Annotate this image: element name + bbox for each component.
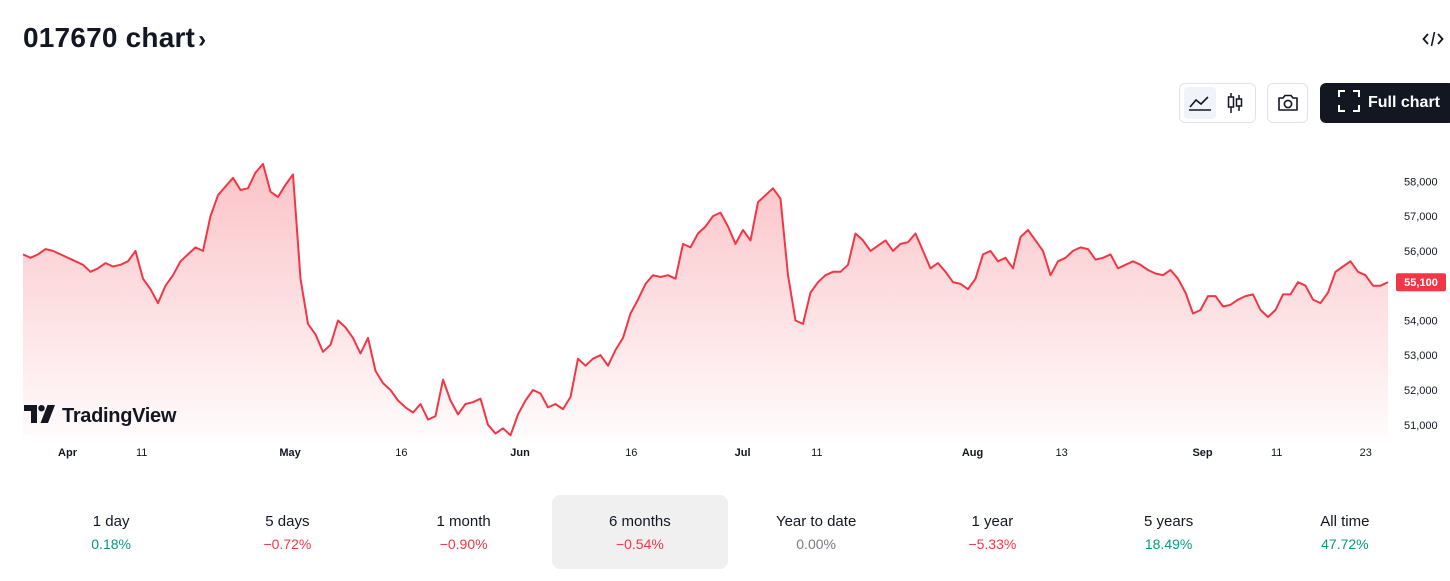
x-tick-label: Apr: [58, 447, 78, 459]
candlestick-icon[interactable]: [1220, 87, 1252, 119]
tradingview-logo-icon: [24, 405, 56, 428]
y-tick-label: 53,000: [1404, 350, 1438, 362]
period-change: 47.72%: [1321, 535, 1369, 552]
symbol-title: 017670 chart: [23, 22, 196, 53]
period-change: 18.49%: [1144, 535, 1193, 552]
period-change: −0.72%: [263, 535, 312, 552]
x-tick-label: Jun: [510, 447, 530, 459]
period-all-time[interactable]: All time 47.72%: [1257, 495, 1433, 569]
period-label: 1 year: [971, 512, 1014, 530]
chart-type-toggle: [1179, 83, 1256, 123]
x-tick-label: Aug: [962, 447, 983, 459]
period-label: Year to date: [775, 512, 857, 530]
period-change: 0.00%: [796, 535, 836, 552]
period-5-years[interactable]: 5 years 18.49%: [1081, 495, 1257, 569]
x-tick-label: 11: [1271, 447, 1282, 459]
tradingview-logo-text: TradingView: [62, 405, 177, 427]
y-tick-label: 58,000: [1404, 176, 1438, 188]
fullscreen-icon: [1338, 89, 1360, 117]
period-label: 1 day: [92, 512, 130, 530]
tradingview-logo[interactable]: TradingView: [24, 405, 176, 428]
chevron-right-icon: ›: [198, 26, 207, 53]
last-price-label: 55,100: [1404, 277, 1438, 289]
full-chart-button[interactable]: Full chart: [1320, 83, 1450, 123]
y-tick-label: 51,000: [1404, 420, 1438, 432]
period-label: All time: [1320, 512, 1370, 530]
x-tick-label: 23: [1360, 447, 1372, 459]
camera-icon[interactable]: [1272, 87, 1304, 119]
period-1-month[interactable]: 1 month −0.90%: [376, 495, 552, 569]
period-1-year[interactable]: 1 year −5.33%: [904, 495, 1080, 569]
x-tick-label: 11: [136, 447, 147, 459]
y-tick-label: 52,000: [1404, 385, 1438, 397]
full-chart-label: Full chart: [1368, 94, 1441, 111]
period-label: 5 years: [1144, 512, 1194, 530]
price-area-fill: [23, 163, 1388, 437]
period-year-to-date[interactable]: Year to date 0.00%: [728, 495, 904, 569]
x-tick-label: 13: [1055, 447, 1067, 459]
price-line: [22, 162, 1389, 437]
x-tick-label: Jul: [735, 447, 751, 459]
period-label: 1 month: [436, 512, 491, 530]
period-selector: 1 day 0.18% 5 days −0.72% 1 month −0.90% 6 …: [23, 495, 1433, 569]
period-change: −0.90%: [439, 535, 488, 552]
period-1-day[interactable]: 1 day 0.18%: [23, 495, 199, 569]
y-tick-label: 56,000: [1404, 246, 1438, 258]
period-6-months[interactable]: 6 months −0.54%: [551, 495, 728, 569]
period-label: 6 months: [609, 512, 671, 530]
code-icon[interactable]: [1420, 28, 1446, 50]
period-5-days[interactable]: 5 days −0.72%: [199, 495, 375, 569]
page-title[interactable]: 017670 chart ›: [23, 22, 206, 54]
last-price-badge: [1396, 273, 1446, 292]
period-change: −5.33%: [968, 535, 1017, 552]
area-chart-icon[interactable]: [1184, 87, 1216, 119]
x-tick-label: 16: [625, 447, 637, 459]
period-change: −0.54%: [615, 535, 664, 552]
x-tick-label: May: [279, 447, 301, 459]
x-tick-label: 11: [811, 447, 822, 459]
screenshot-group: [1267, 83, 1308, 123]
period-label: 5 days: [265, 512, 310, 530]
x-tick-label: Sep: [1192, 447, 1212, 459]
price-chart[interactable]: 58,00057,00056,00055,00054,00053,00052,0…: [0, 130, 1450, 470]
period-change: 0.18%: [91, 535, 131, 552]
y-tick-label: 57,000: [1404, 211, 1438, 223]
y-tick-label: 54,000: [1404, 315, 1438, 327]
x-tick-label: 16: [395, 447, 407, 459]
